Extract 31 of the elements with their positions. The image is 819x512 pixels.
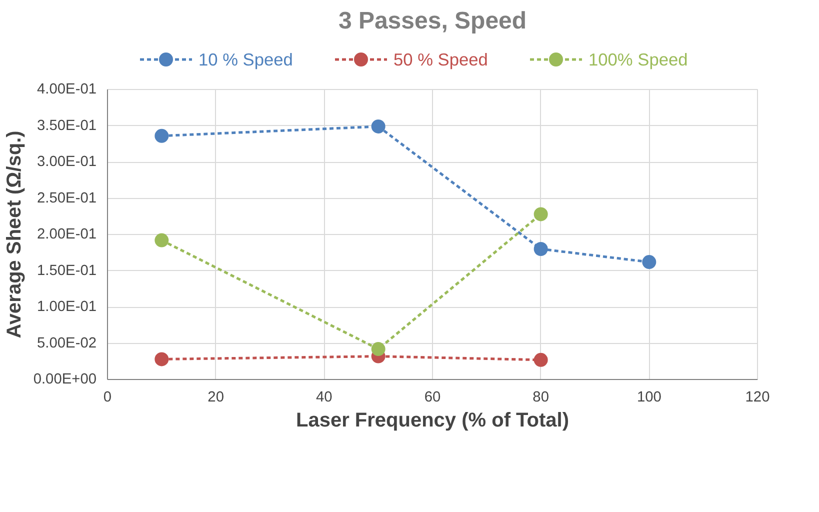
y-tick-label: 0.00E+00 <box>33 372 97 388</box>
y-tick-label: 2.50E-01 <box>37 190 96 206</box>
point <box>534 242 548 256</box>
y-tick-label: 1.00E-01 <box>37 299 96 315</box>
point <box>371 119 386 134</box>
point <box>371 342 386 356</box>
y-axis-title: Average Sheet (Ω/sq.) <box>3 130 26 338</box>
x-tick-label: 60 <box>424 390 441 406</box>
x-axis-title: Laser Frequency (% of Total) <box>296 410 570 432</box>
x-tick-label: 20 <box>208 390 224 406</box>
y-tick-label: 5.00E-02 <box>37 335 96 352</box>
x-tick-label: 0 <box>103 390 112 406</box>
chart-title: 3 Passes, Speed <box>338 8 527 34</box>
y-tick-label: 3.50E-01 <box>37 118 96 134</box>
y-tick-label: 2.00E-01 <box>37 226 96 242</box>
legend-label: 10 % Speed <box>198 50 293 70</box>
point <box>154 352 169 366</box>
x-tick-label: 80 <box>532 390 549 406</box>
point <box>154 128 169 143</box>
y-tick-label: 1.50E-01 <box>37 262 96 279</box>
y-tick-label: 3.00E-01 <box>37 154 96 170</box>
point <box>642 255 656 270</box>
x-tick-label: 40 <box>316 390 332 406</box>
y-tick-label: 4.00E-01 <box>37 82 96 98</box>
legend-label: 50 % Speed <box>394 50 488 70</box>
x-tick-label: 120 <box>745 390 770 406</box>
legend-label: 100% Speed <box>588 50 688 70</box>
point <box>534 352 548 367</box>
point <box>534 207 548 222</box>
point <box>154 233 169 248</box>
x-tick-label: 100 <box>636 390 662 406</box>
